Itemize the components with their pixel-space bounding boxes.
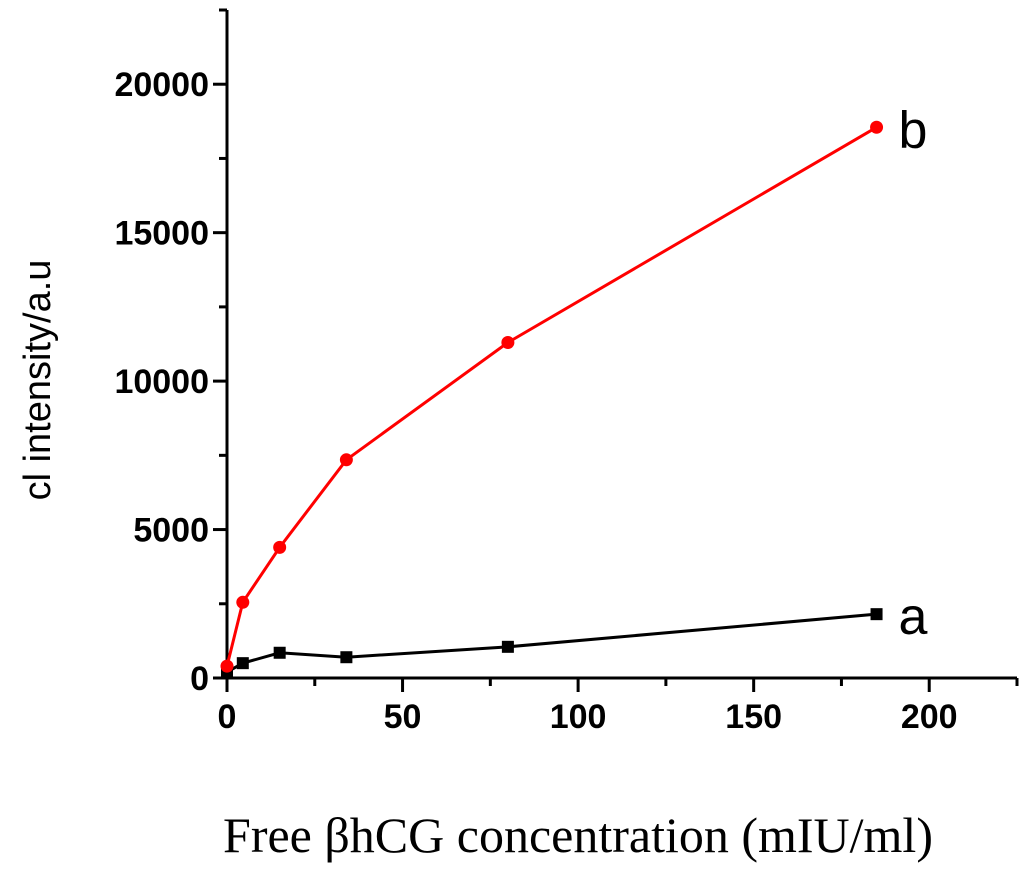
y-tick-label: 20000 — [114, 66, 209, 104]
series-layer: ab — [220, 101, 928, 679]
y-tick-label: 15000 — [114, 215, 209, 253]
x-axis-title: Free βhCG concentration (mIU/ml) — [223, 807, 933, 863]
x-tick-label: 100 — [550, 698, 607, 736]
data-point-a — [870, 608, 883, 621]
series-label-a: a — [899, 588, 928, 646]
x-tick-label: 0 — [218, 698, 237, 736]
axes — [225, 10, 1017, 680]
y-axis-title: cl intensity/a.u — [17, 260, 59, 501]
data-point-b — [236, 595, 250, 609]
data-point-a — [501, 640, 514, 653]
x-tick-label: 50 — [384, 698, 422, 736]
x-tick-label: 200 — [901, 698, 958, 736]
x-tick-label: 150 — [725, 698, 782, 736]
data-point-b — [501, 336, 515, 350]
data-point-b — [273, 540, 287, 554]
y-tick-label: 5000 — [133, 512, 209, 550]
data-point-b — [870, 120, 884, 134]
data-point-a — [340, 651, 353, 664]
series-b: b — [220, 101, 928, 673]
y-tick-label: 10000 — [114, 363, 209, 401]
series-a: a — [221, 588, 928, 679]
y-tick-label: 0 — [190, 660, 209, 698]
data-point-a — [273, 646, 286, 659]
data-point-b — [220, 659, 234, 673]
data-point-b — [339, 453, 353, 467]
series-line-b — [225, 125, 878, 667]
series-label-b: b — [899, 101, 928, 159]
series-line-a — [226, 612, 877, 674]
data-point-a — [236, 657, 249, 670]
ticks: 0 50 100 150 200 0 5000 10000 15000 20000 — [114, 8, 1019, 736]
